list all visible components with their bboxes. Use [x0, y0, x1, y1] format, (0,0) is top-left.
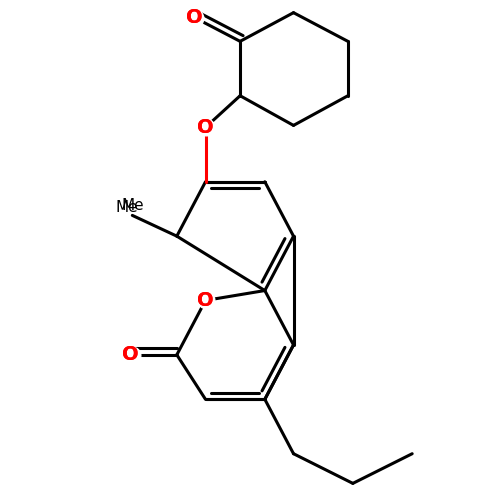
Text: O: O [122, 346, 138, 364]
Text: Me: Me [115, 200, 138, 216]
Text: O: O [197, 118, 214, 137]
Text: O: O [197, 118, 214, 137]
Text: O: O [197, 291, 214, 310]
Text: Me: Me [121, 198, 144, 213]
Text: O: O [197, 291, 214, 310]
Text: O: O [186, 8, 203, 27]
Text: O: O [122, 346, 138, 364]
Text: O: O [186, 8, 203, 27]
